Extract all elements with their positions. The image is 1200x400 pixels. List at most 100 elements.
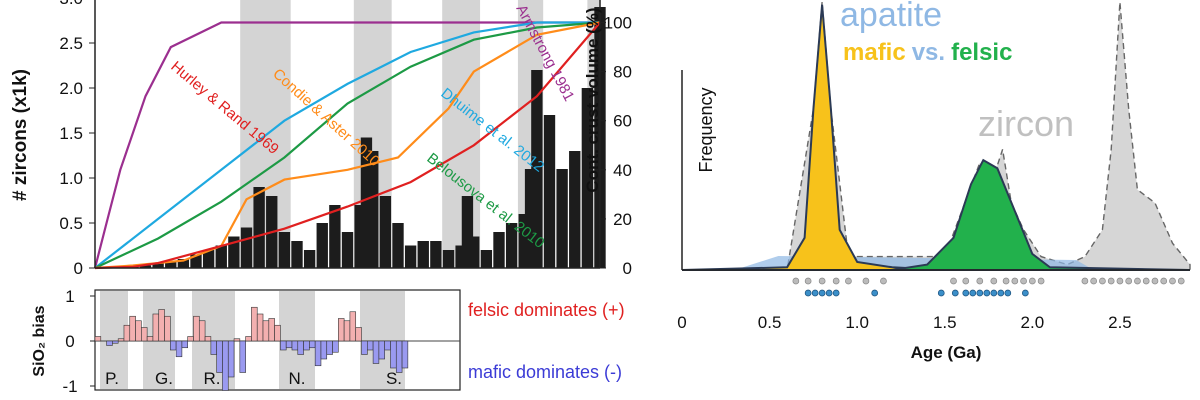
sample-dots (792, 277, 1185, 297)
felsic-bar (94, 336, 102, 342)
felsic-bar (274, 324, 281, 342)
y2-tick-label: 60 (613, 112, 632, 131)
apatite-sample-dot (997, 289, 1005, 297)
band-label: G. (155, 369, 173, 388)
histogram-bar (152, 263, 164, 268)
mafic-bar (181, 340, 188, 349)
felsic-bar (152, 313, 160, 342)
histogram-bar (543, 115, 556, 268)
mafic-bar (170, 340, 177, 351)
apatite-sample-dot (818, 289, 826, 297)
mafic-bar (210, 340, 217, 355)
zircon-sample-dot (1107, 277, 1115, 285)
y2-tick-label: 20 (613, 210, 632, 229)
y2-tick-label: 0 (623, 259, 632, 278)
zircon-sample-dot (1116, 277, 1124, 285)
mafic-bar (309, 340, 316, 349)
y-tick-label: 1.5 (59, 124, 83, 143)
histogram-bar (316, 223, 328, 268)
felsic-bar (164, 315, 171, 342)
felsic-bar (123, 324, 131, 342)
mafic-bar (112, 340, 119, 344)
histogram-bar (202, 250, 215, 268)
mafic-bar (320, 340, 328, 360)
histogram-bar (215, 245, 227, 268)
y-tick-label: 2.5 (59, 34, 83, 53)
y-axis-label: # zircons (x1k) (10, 69, 31, 201)
mafic-bar (297, 340, 304, 355)
sio2-bias-panel: -1 0 1 P. G. R. N. S. SiO₂ bias felsic dominat… (31, 287, 625, 396)
histogram-bar (228, 236, 240, 268)
histogram-bar (360, 137, 373, 268)
zircon-sample-dot (1134, 277, 1141, 285)
zircon-sample-dot (1011, 277, 1019, 285)
histogram-bar (569, 151, 581, 268)
histogram-bar (291, 241, 303, 268)
histogram-bar (505, 223, 518, 268)
zircon-sample-dot (1037, 277, 1045, 285)
band-label: N. (289, 369, 306, 388)
histogram-bar (392, 223, 404, 268)
mafic-bar (401, 340, 409, 369)
age-x-ticks: 0 0.5 1.0 1.5 2.0 2.5 (677, 313, 1131, 332)
felsic-bar (349, 311, 357, 342)
curve-belousova-et-al-2010 (94, 21, 601, 269)
zircon-sample-dot (1142, 277, 1150, 285)
zircon-sample-dot (950, 277, 957, 285)
apatite-sample-dot (832, 289, 840, 297)
y2-tick-label: 80 (613, 63, 632, 82)
bias-y-ticks: -1 0 1 (62, 287, 95, 396)
y-tick-label: 1.0 (59, 169, 83, 188)
y-tick-label: 2.0 (59, 79, 83, 98)
felsic-word: felsic (951, 39, 1012, 66)
zircon-sample-dot (1160, 277, 1168, 285)
left-y-ticks: 0 0.5 1.0 1.5 2.0 2.5 3.0 (59, 0, 95, 278)
apatite-word: apatite (840, 0, 942, 34)
histogram-bar (303, 250, 316, 268)
mafic-bar (332, 340, 339, 353)
curve-armstrong-1981 (93, 21, 600, 269)
felsic-bar (146, 336, 154, 342)
y-tick-label: 0.5 (59, 214, 83, 233)
zircon-sample-dot (976, 277, 984, 285)
felsic-bar (141, 327, 148, 342)
histogram-bar (531, 70, 543, 268)
histogram-bar (518, 214, 530, 268)
histogram-bar (404, 245, 417, 268)
band-labels: P. G. R. N. S. (105, 369, 402, 388)
bias-gray-bands (100, 291, 405, 389)
felsic-bar (355, 327, 362, 342)
felsic-bar (343, 320, 351, 342)
zircon-sample-dot (792, 277, 800, 285)
felsic-bar (256, 313, 264, 342)
mafic-bar (361, 340, 368, 355)
apatite-sample-dot (962, 289, 970, 297)
felsic-bar (204, 336, 212, 342)
mafic-bar (395, 340, 403, 373)
histogram-bar (139, 265, 152, 268)
mafic-bar (314, 340, 322, 367)
histogram-bar (556, 169, 568, 268)
freq-y-label: Frequency (696, 87, 716, 172)
mafic-bar (378, 340, 385, 360)
mafic-bar (326, 340, 333, 355)
zircon-sample-dot (880, 277, 887, 285)
felsic-bar (117, 338, 125, 342)
mafic-bar (384, 340, 391, 351)
mafic-word: mafic (843, 39, 906, 66)
bias-tick-label: 0 (65, 332, 74, 351)
zircon-sample-dot (1002, 277, 1010, 285)
apatite-sample-dot (983, 289, 991, 297)
mafic-bar (285, 340, 293, 349)
histogram-bar (165, 261, 177, 268)
apatite-zircon-panel: 0 0.5 1.0 1.5 2.0 2.5 Frequency Age (Ga) apat… (677, 0, 1191, 362)
zircon-sample-dot (1169, 277, 1176, 285)
zircon-sample-dot (818, 277, 826, 285)
bias-bars (94, 306, 409, 391)
mafic-bar (372, 340, 380, 364)
age-tick-label: 0.5 (758, 313, 782, 332)
mafic-bar (175, 340, 183, 358)
zircon-word: zircon (978, 103, 1074, 144)
gray-band-4 (240, 0, 291, 268)
felsic-bar (198, 320, 206, 342)
